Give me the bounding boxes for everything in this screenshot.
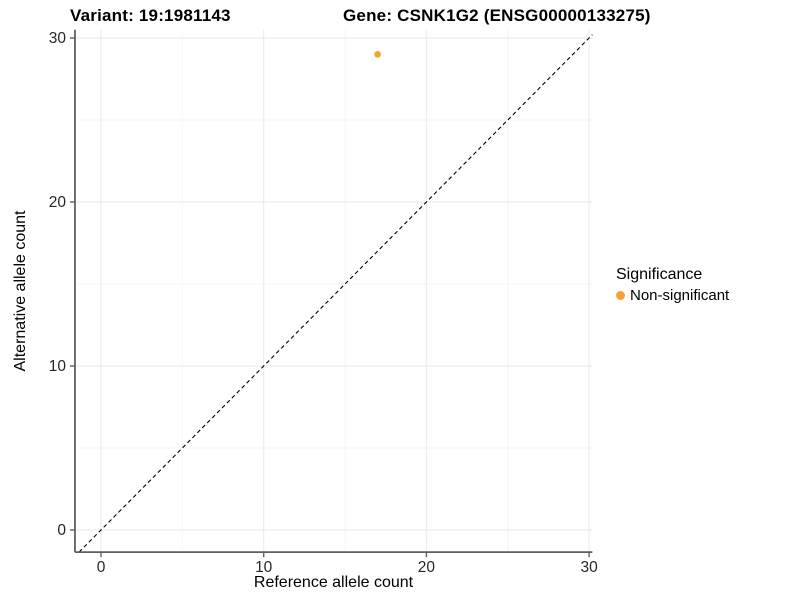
x-tick-label: 10 — [255, 559, 273, 576]
gene-title: Gene: CSNK1G2 (ENSG00000133275) — [343, 6, 651, 25]
legend-title: Significance — [616, 266, 703, 283]
data-point — [374, 51, 381, 58]
y-tick-label: 30 — [49, 30, 67, 47]
x-axis-title: Reference allele count — [253, 574, 414, 591]
x-tick-label: 30 — [580, 559, 598, 576]
legend-point-icon — [616, 291, 625, 300]
y-tick-label: 0 — [57, 522, 66, 539]
y-tick-label: 20 — [49, 194, 67, 211]
y-tick-label: 10 — [49, 358, 67, 375]
y-axis-title: Alternative allele count — [12, 210, 29, 372]
identity-dashed-line — [78, 34, 593, 553]
x-tick-label: 0 — [97, 559, 106, 576]
x-tick-label: 20 — [418, 559, 436, 576]
legend-item: Non-significant — [616, 287, 729, 304]
legend: Significance Non-significant — [616, 266, 729, 304]
variant-title: Variant: 19:1981143 — [70, 6, 231, 25]
legend-item-label: Non-significant — [630, 287, 730, 304]
